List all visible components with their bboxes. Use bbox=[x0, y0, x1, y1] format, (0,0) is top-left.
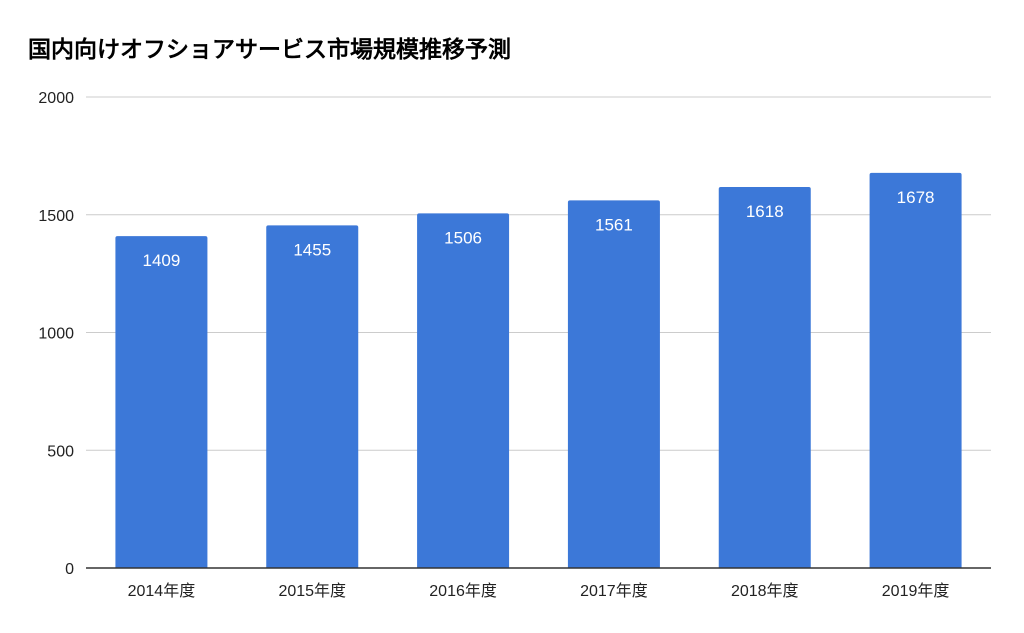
bar bbox=[417, 213, 510, 568]
bar-data-label: 1409 bbox=[143, 251, 181, 270]
bar bbox=[718, 186, 811, 568]
x-tick-label: 2017年度 bbox=[580, 582, 648, 600]
bar bbox=[266, 225, 359, 568]
bar-data-label: 1455 bbox=[293, 240, 331, 259]
bar-data-label: 1561 bbox=[595, 215, 633, 234]
x-tick-label: 2014年度 bbox=[128, 582, 196, 600]
bar bbox=[567, 200, 660, 568]
bar-data-label: 1618 bbox=[746, 202, 784, 221]
x-tick-label: 2018年度 bbox=[731, 582, 799, 600]
x-tick-label: 2015年度 bbox=[278, 582, 346, 600]
x-tick-label: 2016年度 bbox=[429, 582, 497, 600]
chart-title: 国内向けオフショアサービス市場規模推移予測 bbox=[28, 37, 511, 63]
data-labels: 1409 1455 1506 1561 1618 1678 bbox=[143, 188, 935, 270]
bar bbox=[869, 172, 962, 568]
bar bbox=[115, 236, 208, 569]
y-tick-label: 2000 bbox=[38, 90, 74, 107]
gridlines bbox=[86, 96, 991, 451]
y-tick-label: 1500 bbox=[38, 208, 74, 225]
y-tick-label: 0 bbox=[65, 561, 74, 578]
bars bbox=[115, 172, 962, 569]
bar-data-label: 1678 bbox=[897, 188, 935, 207]
y-tick-label: 500 bbox=[47, 443, 74, 460]
x-axis-ticks: 2014年度 2015年度 2016年度 2017年度 2018年度 2019年度 bbox=[128, 582, 950, 600]
x-tick-label: 2019年度 bbox=[882, 582, 950, 600]
y-tick-label: 1000 bbox=[38, 326, 74, 343]
y-axis-ticks: 0 500 1000 1500 2000 bbox=[38, 90, 74, 578]
bar-data-label: 1506 bbox=[444, 228, 482, 247]
